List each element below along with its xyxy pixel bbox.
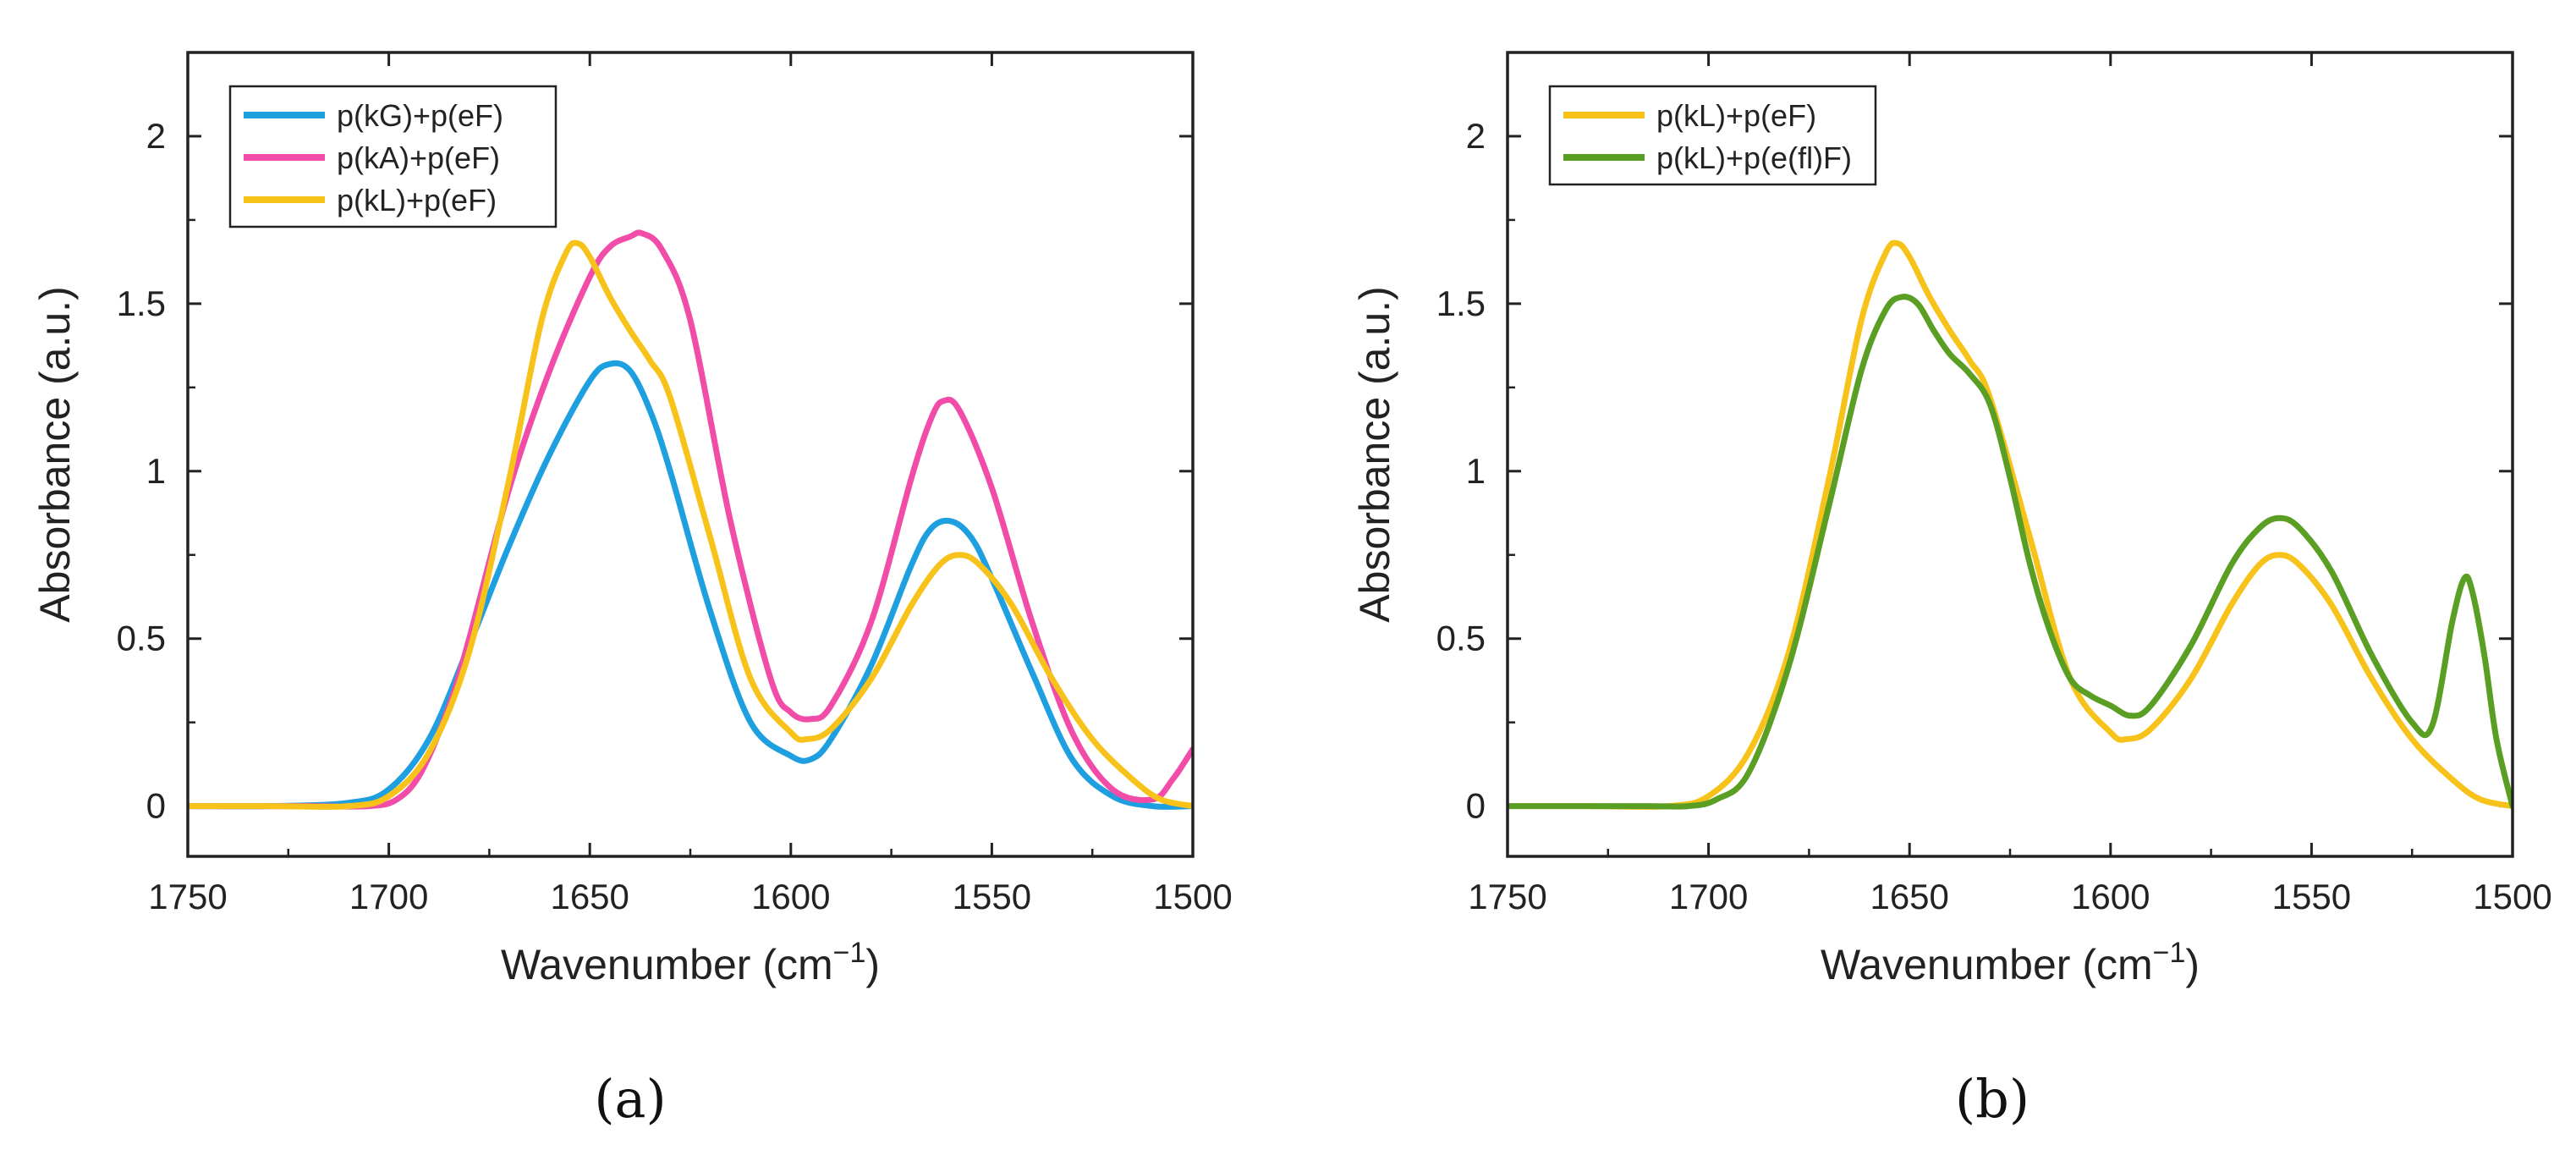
series-line-3	[188, 239, 1193, 810]
x-axis-label-main: Wavenumber (cm	[501, 941, 833, 988]
x-axis-label-close: )	[865, 941, 880, 988]
legend: p(kL)+p(eF) p(kL)+p(e(fl)F)	[1548, 85, 1877, 186]
plot-frame	[186, 51, 1195, 858]
y-tick-label: 1	[146, 451, 166, 491]
y-ticks: 0 0.5 1 1.5 2	[1436, 116, 2513, 826]
x-tick-label: 1550	[953, 877, 1031, 916]
x-tick-label: 1550	[2272, 877, 2351, 916]
series-lines	[188, 229, 1193, 810]
y-tick-label: 0	[146, 786, 166, 826]
legend-entry-2: p(kL)+p(e(fl)F)	[1656, 140, 1852, 175]
x-ticks: 1750 1700 1650 1600 1550 1500	[1468, 52, 2552, 916]
y-tick-label: 0	[1466, 786, 1486, 826]
series-line-1	[1508, 239, 2513, 810]
x-axis-label: Wavenumber (cm−1)	[1821, 937, 2200, 988]
x-tick-label: 1650	[550, 877, 629, 916]
series-line-2	[1508, 294, 2513, 810]
x-tick-label: 1500	[1153, 877, 1232, 916]
y-axis-label: Absorbance (a.u.)	[31, 286, 79, 622]
x-axis-label-close: )	[2185, 941, 2200, 988]
legend-entry-1: p(kG)+p(eF)	[337, 98, 503, 133]
legend-box	[1548, 85, 1877, 186]
y-tick-label: 2	[146, 116, 166, 156]
panel-a: 1750 1700 1650 1600 1550 1500 0 0.5 1 1.5 2 p(kG)+p…	[31, 51, 1233, 1130]
y-tick-label: 1	[1466, 451, 1486, 491]
x-tick-label: 1750	[148, 877, 227, 916]
y-tick-label: 0.5	[1436, 619, 1486, 658]
x-tick-label: 1650	[1870, 877, 1948, 916]
legend: p(kG)+p(eF) p(kA)+p(eF) p(kL)+p(eF)	[228, 85, 557, 228]
x-axis-label-unit-exponent: −1	[2153, 937, 2186, 969]
legend-entry-3: p(kL)+p(eF)	[337, 183, 497, 217]
x-tick-label: 1600	[751, 877, 830, 916]
x-axis-label-unit-exponent: −1	[833, 937, 866, 969]
y-tick-label: 1.5	[117, 283, 166, 323]
y-tick-label: 0.5	[117, 619, 166, 658]
x-ticks: 1750 1700 1650 1600 1550 1500	[148, 52, 1233, 916]
panel-b: 1750 1700 1650 1600 1550 1500 0 0.5 1 1.5 2 p(kL)+p…	[1351, 51, 2552, 1130]
x-tick-label: 1700	[1669, 877, 1748, 916]
x-axis-label-main: Wavenumber (cm	[1821, 941, 2153, 988]
x-axis-label: Wavenumber (cm−1)	[501, 937, 880, 988]
y-axis-label: Absorbance (a.u.)	[1351, 286, 1398, 622]
panel-caption: (a)	[594, 1068, 666, 1130]
x-tick-label: 1750	[1468, 877, 1546, 916]
legend-entry-1: p(kL)+p(eF)	[1656, 98, 1816, 133]
x-tick-label: 1700	[349, 877, 428, 916]
x-tick-label: 1600	[2071, 877, 2150, 916]
y-tick-label: 1.5	[1436, 283, 1486, 323]
legend-entry-2: p(kA)+p(eF)	[337, 140, 500, 175]
y-tick-label: 2	[1466, 116, 1486, 156]
panel-caption: (b)	[1955, 1068, 2029, 1130]
series-lines	[1508, 239, 2513, 810]
x-tick-label: 1500	[2473, 877, 2551, 916]
plot-frame	[1506, 51, 2514, 858]
